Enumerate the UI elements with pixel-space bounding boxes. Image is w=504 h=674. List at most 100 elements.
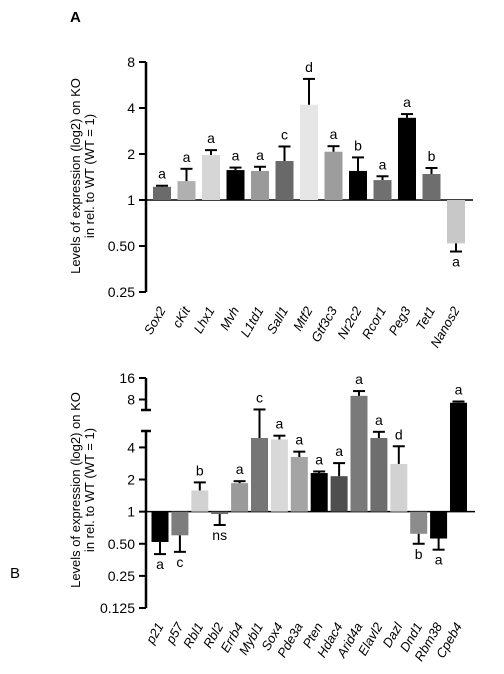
x-tick-label-group: Rbl1: [180, 620, 206, 651]
bar: [191, 490, 209, 512]
significance-label: a: [276, 416, 284, 432]
bar: [410, 511, 428, 534]
significance-label: a: [256, 147, 264, 163]
significance-label: a: [315, 451, 323, 467]
x-tick-label: Peg3: [385, 303, 414, 337]
y-tick-label: 2: [127, 146, 135, 162]
significance-label: a: [207, 130, 215, 146]
bar: [370, 438, 388, 512]
x-tick-label-group: Gtf3c3: [308, 303, 341, 344]
significance-label: a: [330, 126, 338, 142]
bar: [300, 104, 318, 200]
x-tick-label-group: Mvh: [217, 304, 242, 333]
bar: [430, 511, 448, 539]
bar: [447, 200, 465, 244]
significance-label: a: [403, 94, 411, 110]
y-tick-label: 2: [127, 472, 135, 488]
y-axis-title-line1: Levels of expression (log2) on KO: [68, 78, 83, 274]
x-tick-label: Rbl1: [180, 620, 206, 651]
bar: [251, 170, 269, 200]
bar: [151, 511, 169, 542]
y-axis-title: Levels of expression (log2) on KO in rel.…: [68, 78, 97, 274]
chart-panel-b: Levels of expression (log2) on KO in rel.…: [68, 370, 475, 664]
bar: [290, 457, 308, 512]
y-axis-title-line1: Levels of expression (log2) on KO: [68, 392, 83, 588]
y-tick-label: 8: [127, 391, 135, 407]
bar: [330, 476, 348, 512]
significance-label: a: [455, 381, 463, 397]
significance-label: a: [435, 552, 443, 568]
x-tick-label: p21: [142, 620, 166, 647]
bar: [275, 160, 294, 200]
significance-label: b: [196, 462, 204, 478]
significance-label: a: [156, 556, 164, 572]
bar: [270, 439, 288, 512]
y-tick-label: 0.125: [100, 600, 135, 616]
x-tick-label-group: Rcor1: [359, 304, 389, 342]
significance-label: d: [395, 426, 403, 442]
significance-label: a: [452, 254, 460, 270]
significance-label: d: [305, 59, 313, 75]
bar: [398, 117, 416, 200]
significance-label: a: [355, 371, 363, 387]
bar: [211, 511, 229, 515]
bar: [231, 483, 249, 512]
chart-panel-a: Levels of expression (log2) on KO in rel.…: [68, 54, 473, 350]
significance-label: a: [236, 461, 244, 477]
significance-label: a: [335, 443, 343, 459]
bar: [390, 463, 408, 512]
y-tick-label: 0.50: [108, 536, 135, 552]
significance-label: a: [183, 149, 191, 165]
x-tick-label: Sall1: [264, 304, 291, 337]
significance-label: a: [375, 412, 383, 428]
x-tick-label-group: p21: [142, 620, 166, 647]
y-tick-label: 8: [127, 54, 135, 70]
x-tick-label-group: Lhx1: [191, 304, 218, 336]
significance-label: b: [428, 148, 436, 164]
bar: [171, 511, 189, 536]
bar: [251, 438, 268, 512]
x-tick-label: Gtf3c3: [308, 303, 341, 344]
y-tick-label: 16: [119, 370, 135, 386]
bar: [177, 181, 196, 200]
significance-label: a: [158, 166, 166, 182]
bar: [226, 170, 245, 200]
significance-label: b: [415, 546, 423, 562]
x-tick-label: Mvh: [217, 304, 242, 333]
x-tick-label-group: Peg3: [385, 303, 414, 337]
significance-label: c: [176, 554, 183, 570]
bar: [422, 173, 441, 200]
bar: [349, 170, 367, 200]
significance-label: c: [256, 389, 263, 405]
significance-label: c: [281, 126, 288, 142]
panel-a-label: A: [70, 9, 81, 26]
bar: [153, 186, 171, 200]
significance-label: b: [354, 137, 362, 153]
significance-label: ns: [212, 527, 227, 543]
y-axis-title: Levels of expression (log2) on KO in rel.…: [68, 392, 97, 588]
y-tick-label: 4: [127, 100, 135, 116]
significance-label: a: [295, 432, 303, 448]
y-tick-label: 4: [127, 439, 135, 455]
panel-b-label: B: [10, 565, 20, 582]
bar: [450, 402, 467, 512]
x-tick-label: Rcor1: [359, 304, 389, 342]
x-tick-label-group: L1td1: [237, 304, 266, 340]
x-tick-label: cKit: [169, 303, 194, 330]
significance-label: a: [379, 156, 387, 172]
y-tick-label: 1: [127, 504, 135, 520]
x-tick-label-group: Sox2: [141, 303, 169, 337]
y-tick-label: 0.25: [108, 284, 135, 300]
x-tick-label: Lhx1: [191, 304, 218, 336]
bar: [373, 180, 392, 200]
y-tick-label: 1: [127, 192, 135, 208]
significance-label: a: [232, 148, 240, 164]
bar: [310, 473, 328, 512]
y-tick-label: 0.50: [108, 238, 135, 254]
y-tick-label: 0.25: [108, 568, 135, 584]
x-tick-label: Sox2: [141, 303, 169, 337]
x-tick-label-group: Sall1: [264, 304, 291, 337]
x-tick-label: L1td1: [237, 304, 266, 340]
y-axis-title-line2: in rel. to WT (WT = 1): [82, 114, 97, 238]
